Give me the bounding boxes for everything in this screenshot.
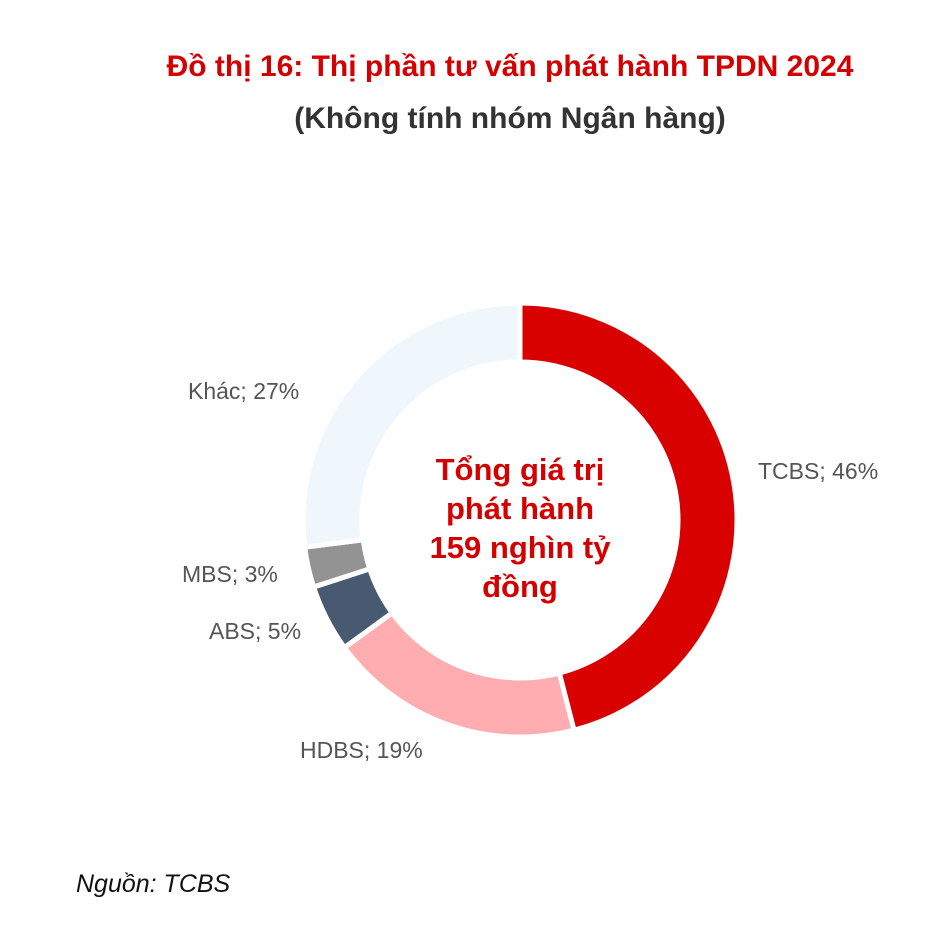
slice-label-hdbs: HDBS; 19% <box>300 737 423 763</box>
slice-label-khac: Khác; 27% <box>188 378 300 404</box>
slice-label-tcbs: TCBS; 46% <box>758 458 879 484</box>
slice-label-abs: ABS; 5% <box>209 618 302 644</box>
chart-subtitle: (Không tính nhóm Ngân hàng) <box>294 102 726 135</box>
center-line: đồng <box>482 569 558 604</box>
source-note: Nguồn: TCBS <box>76 870 231 898</box>
slice-tcbs <box>517 300 740 734</box>
center-line: Tổng giá trị <box>435 452 605 487</box>
center-text: Tổng giá trị phát hành 159 nghìn tỷ đồng <box>395 450 645 606</box>
slice-khác <box>300 300 523 550</box>
slice-label-mbs: MBS; 3% <box>182 561 278 587</box>
chart-title: Đồ thị 16: Thị phần tư vấn phát hành TPD… <box>166 50 854 83</box>
center-line: phát hành <box>445 491 595 526</box>
center-line: 159 nghìn tỷ <box>429 530 611 565</box>
slice-hdbs <box>340 609 578 740</box>
